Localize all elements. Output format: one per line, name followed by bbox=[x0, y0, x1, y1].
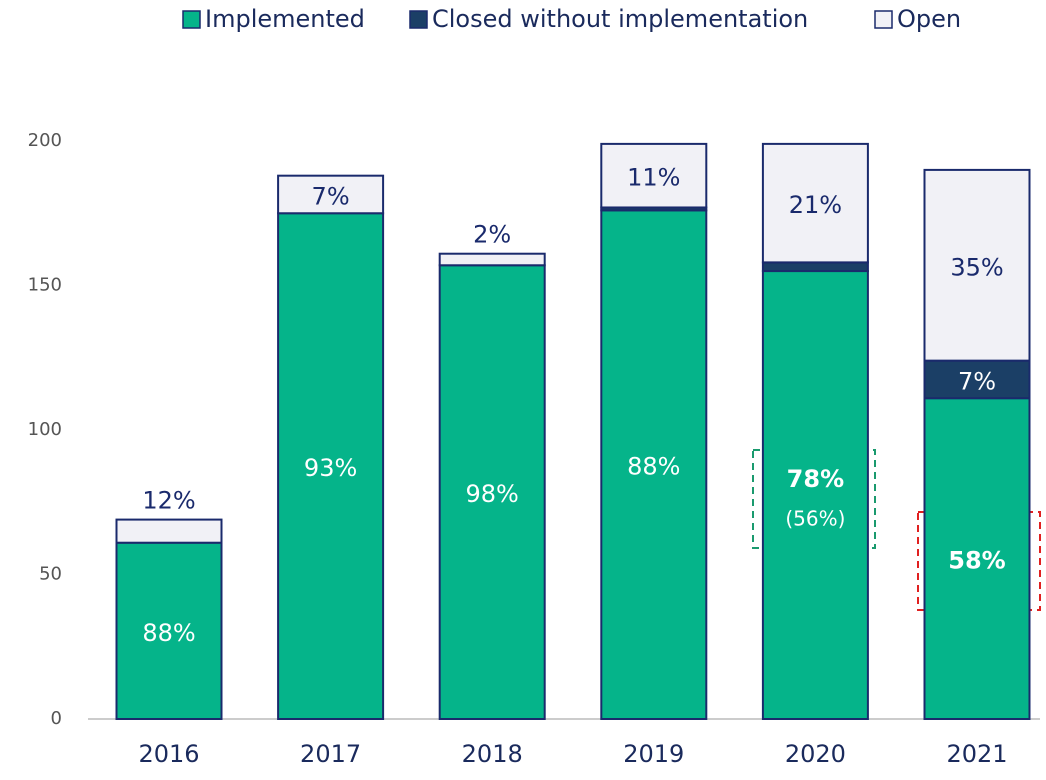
segment-label: 7% bbox=[312, 182, 350, 210]
legend-swatch bbox=[182, 10, 201, 29]
y-tick-label: 150 bbox=[28, 275, 62, 296]
legend-label: Implemented bbox=[205, 5, 365, 33]
bar-segment bbox=[277, 212, 385, 720]
y-tick-label: 100 bbox=[28, 419, 62, 440]
segment-label: 93% bbox=[304, 454, 357, 482]
x-tick-label: 2017 bbox=[300, 740, 361, 768]
bar-segment bbox=[923, 397, 1031, 720]
legend-swatch bbox=[409, 10, 428, 29]
x-tick-label: 2016 bbox=[138, 740, 199, 768]
segment-label: 12% bbox=[142, 487, 195, 515]
x-tick-label: 2021 bbox=[946, 740, 1007, 768]
segment-label: 11% bbox=[627, 164, 680, 192]
bar-segment bbox=[277, 174, 385, 215]
y-tick-label: 200 bbox=[28, 130, 62, 151]
x-tick-label: 2018 bbox=[462, 740, 523, 768]
bar-segment bbox=[923, 168, 1031, 362]
y-tick-label: 50 bbox=[39, 564, 62, 585]
segment-label: 7% bbox=[958, 367, 996, 395]
segment-label: 21% bbox=[789, 191, 842, 219]
segment-label: 2% bbox=[473, 221, 511, 249]
bar-segment bbox=[761, 270, 869, 720]
x-tick-label: 2020 bbox=[785, 740, 846, 768]
segment-label: 58% bbox=[948, 547, 1005, 575]
segment-label: 78% bbox=[787, 465, 844, 493]
bar-segment bbox=[761, 261, 869, 273]
bar-segment bbox=[438, 252, 546, 267]
bar-segment bbox=[761, 142, 869, 264]
x-tick-label: 2019 bbox=[623, 740, 684, 768]
segment-label: 35% bbox=[950, 253, 1003, 281]
segment-label: 88% bbox=[142, 619, 195, 647]
bar-segment bbox=[438, 264, 546, 720]
segment-label: 98% bbox=[466, 480, 519, 508]
legend-label: Closed without implementation bbox=[432, 5, 808, 33]
y-tick-label: 0 bbox=[51, 708, 62, 729]
segment-label: 88% bbox=[627, 453, 680, 481]
bar-segment bbox=[600, 142, 708, 209]
bar-segment bbox=[600, 209, 708, 721]
bar-segment bbox=[115, 518, 223, 544]
legend-label: Open bbox=[897, 5, 961, 33]
bar-segment bbox=[923, 359, 1031, 400]
annotation: (56%) bbox=[785, 507, 845, 531]
legend-swatch bbox=[874, 10, 893, 29]
bar-segment bbox=[115, 541, 223, 721]
